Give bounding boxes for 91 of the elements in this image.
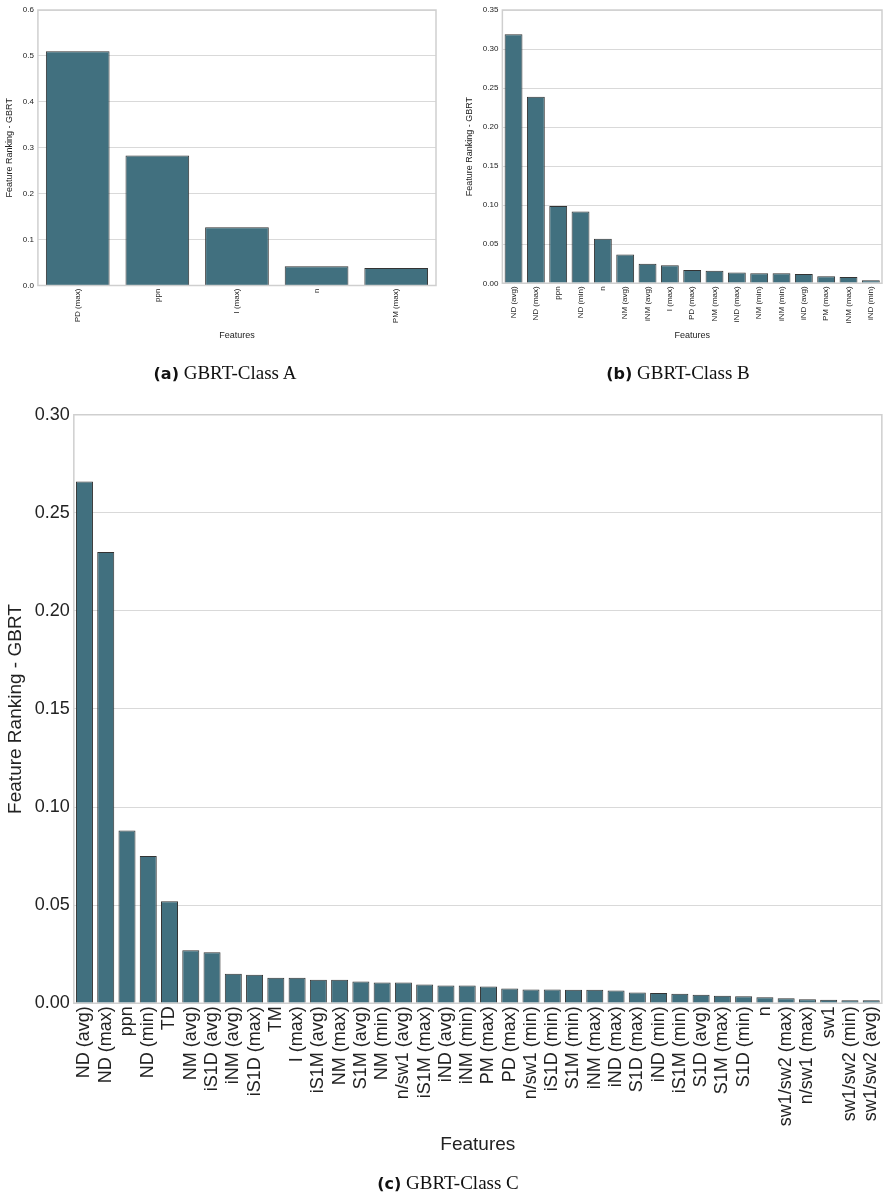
x-tick-label: ND (min) (137, 1006, 158, 1079)
y-tick-label: 0.15 (482, 161, 499, 171)
x-tick-label: NM (avg) (620, 285, 630, 320)
x-tick-label: iND (max) (732, 285, 742, 323)
x-tick-label: ND (max) (531, 285, 541, 321)
y-tick-label: 0.25 (482, 83, 499, 93)
y-tick-label: 0.30 (34, 403, 70, 424)
y-tick-label: 0.00 (34, 992, 70, 1013)
x-tick-label: I (max) (665, 285, 675, 312)
x-tick-label: S1D (avg) (690, 1006, 711, 1088)
x-tick-label: iND (min) (866, 285, 876, 321)
x-tick-label: S1M (avg) (349, 1006, 370, 1090)
x-tick-label: iND (avg) (799, 285, 809, 321)
x-tick-label: ppn (553, 286, 563, 300)
x-tick-label: ppn (152, 288, 162, 302)
y-tick-label: 0.05 (482, 239, 499, 249)
x-tick-label: iS1D (max) (243, 1006, 264, 1097)
x-tick-label: PD (max) (72, 288, 82, 323)
x-tick-label: ppn (115, 1006, 136, 1037)
x-axis-title: Features (440, 1132, 516, 1154)
x-tick-label: NM (max) (709, 285, 719, 322)
x-tick-label: S1D (max) (626, 1006, 647, 1093)
x-tick-label: PD (max) (687, 285, 697, 321)
x-tick-label: NM (min) (371, 1006, 392, 1081)
x-tick-label: NM (min) (754, 285, 764, 320)
x-tick-label: iND (avg) (434, 1006, 455, 1083)
x-tick-label: PM (max) (477, 1006, 498, 1085)
text: (c) GBRT-Class C (376, 1172, 520, 1194)
x-tick-label: sw1/sw2 (min) (838, 1006, 859, 1122)
x-tick-label: I (max) (286, 1006, 307, 1063)
y-tick-label: 0.10 (482, 200, 499, 210)
x-tick-label: TM (264, 1006, 285, 1033)
x-tick-label: sw1/sw2 (max) (775, 1006, 796, 1127)
y-tick-label: 0.6 (22, 5, 35, 15)
x-tick-label: sw1 (817, 1006, 838, 1039)
x-tick-label: iS1M (max) (413, 1006, 434, 1099)
x-tick-label: iS1M (min) (668, 1006, 689, 1094)
x-tick-label: ND (min) (575, 285, 585, 319)
x-tick-label: iNM (min) (776, 285, 786, 321)
x-tick-label: iND (min) (647, 1006, 668, 1083)
x-tick-label: S1M (min) (562, 1006, 583, 1090)
y-tick-label: 0.35 (482, 5, 499, 15)
x-tick-label: ND (max) (94, 1006, 115, 1084)
y-tick-label: 0.2 (22, 188, 35, 198)
x-tick-label: iND (max) (605, 1006, 626, 1088)
y-tick-label: 0.05 (34, 894, 70, 915)
y-tick-label: 0.0 (22, 280, 35, 290)
x-tick-label: n (753, 1006, 774, 1017)
x-tick-label: S1D (min) (732, 1006, 753, 1088)
y-tick-label: 0.15 (34, 697, 70, 718)
x-tick-label: I (max) (232, 288, 242, 314)
x-tick-label: iNM (max) (843, 285, 853, 324)
y-tick-label: 0.5 (22, 51, 35, 61)
x-tick-label: n (598, 286, 608, 291)
y-tick-label: 0.20 (482, 122, 499, 132)
y-tick-label: 0.1 (22, 234, 35, 244)
x-axis-title: Features (219, 330, 256, 341)
x-tick-label: n/sw1 (max) (796, 1006, 817, 1105)
x-tick-label: iNM (avg) (222, 1006, 243, 1085)
y-tick-label: 0.3 (22, 142, 35, 152)
x-tick-label: ND (avg) (508, 285, 518, 319)
x-tick-label: PM (max) (391, 288, 401, 324)
x-tick-label: iNM (avg) (642, 285, 652, 321)
x-tick-label: iS1M (avg) (307, 1006, 328, 1094)
x-tick-label: n/sw1 (avg) (392, 1006, 413, 1100)
x-tick-label: iS1D (min) (541, 1006, 562, 1092)
x-tick-label: n (311, 288, 321, 293)
x-tick-label: ND (avg) (73, 1006, 94, 1079)
y-axis-title: Feature Ranking - GBRT (3, 97, 14, 198)
x-tick-label: NM (max) (328, 1006, 349, 1086)
x-axis-title: Features (674, 330, 711, 341)
x-tick-label: iS1D (avg) (201, 1006, 222, 1092)
y-axis-title: Feature Ranking - GBRT (3, 603, 25, 814)
y-axis-title: Feature Ranking - GBRT (463, 96, 474, 197)
x-tick-label: TD (158, 1006, 179, 1031)
y-tick-label: 0.30 (482, 44, 499, 54)
x-tick-label: NM (avg) (179, 1006, 200, 1081)
x-tick-label: sw1/sw2 (avg) (860, 1006, 881, 1122)
x-tick-label: PM (max) (821, 285, 831, 321)
x-tick-label: S1M (max) (711, 1006, 732, 1095)
text: (a) GBRT-Class A (152, 362, 298, 384)
y-tick-label: 0.10 (34, 796, 70, 817)
x-tick-label: iNM (max) (583, 1006, 604, 1090)
y-tick-label: 0.25 (34, 501, 70, 522)
x-tick-label: PD (max) (498, 1006, 519, 1083)
text: (b) GBRT-Class B (605, 362, 751, 384)
y-tick-label: 0.00 (482, 278, 499, 288)
y-tick-label: 0.4 (22, 97, 35, 107)
y-tick-label: 0.20 (34, 599, 70, 620)
x-tick-label: n/sw1 (min) (519, 1006, 540, 1100)
x-tick-label: iNM (min) (456, 1006, 477, 1085)
